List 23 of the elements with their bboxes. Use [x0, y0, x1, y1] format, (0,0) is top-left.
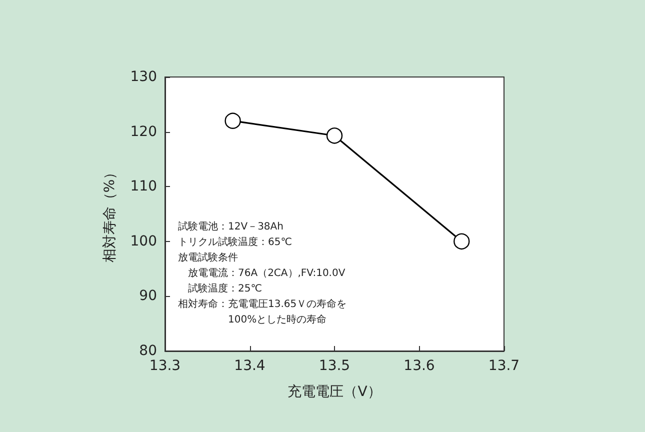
y-axis-title: 相対寿命（%） — [102, 165, 118, 263]
x-tick-label: 13.6 — [404, 358, 435, 374]
y-tick-label: 110 — [130, 178, 157, 195]
annotation: 100%とした時の寿命 — [178, 314, 327, 326]
y-tick-label: 80 — [139, 343, 157, 359]
x-tick-label: 13.4 — [234, 358, 266, 374]
annotation: トリクル試験温度：65℃ — [178, 236, 292, 248]
x-axis-title: 充電電圧（V） — [288, 384, 382, 400]
point — [454, 233, 470, 250]
point — [224, 112, 241, 129]
x-tick-label: 13.7 — [488, 358, 520, 374]
y-tick-label: 120 — [130, 124, 157, 140]
y-tick-label: 130 — [130, 69, 157, 85]
annotation: 放電試験条件 — [178, 252, 238, 264]
point — [326, 128, 343, 144]
annotation: 放電電流：76A（2CA）,FV:10.0V — [178, 267, 346, 279]
annotation: 試験温度：25℃ — [178, 282, 262, 294]
x-tick-label: 13.5 — [318, 358, 350, 374]
y-tick-label: 100 — [130, 233, 157, 250]
annotation: 相対寿命：充電電圧13.65Ｖの寿命を — [178, 298, 347, 310]
y-tick-label: 90 — [139, 288, 157, 304]
x-tick-label: 13.3 — [149, 358, 181, 374]
annotation: 試験電池：12V－38Ah — [178, 220, 284, 232]
